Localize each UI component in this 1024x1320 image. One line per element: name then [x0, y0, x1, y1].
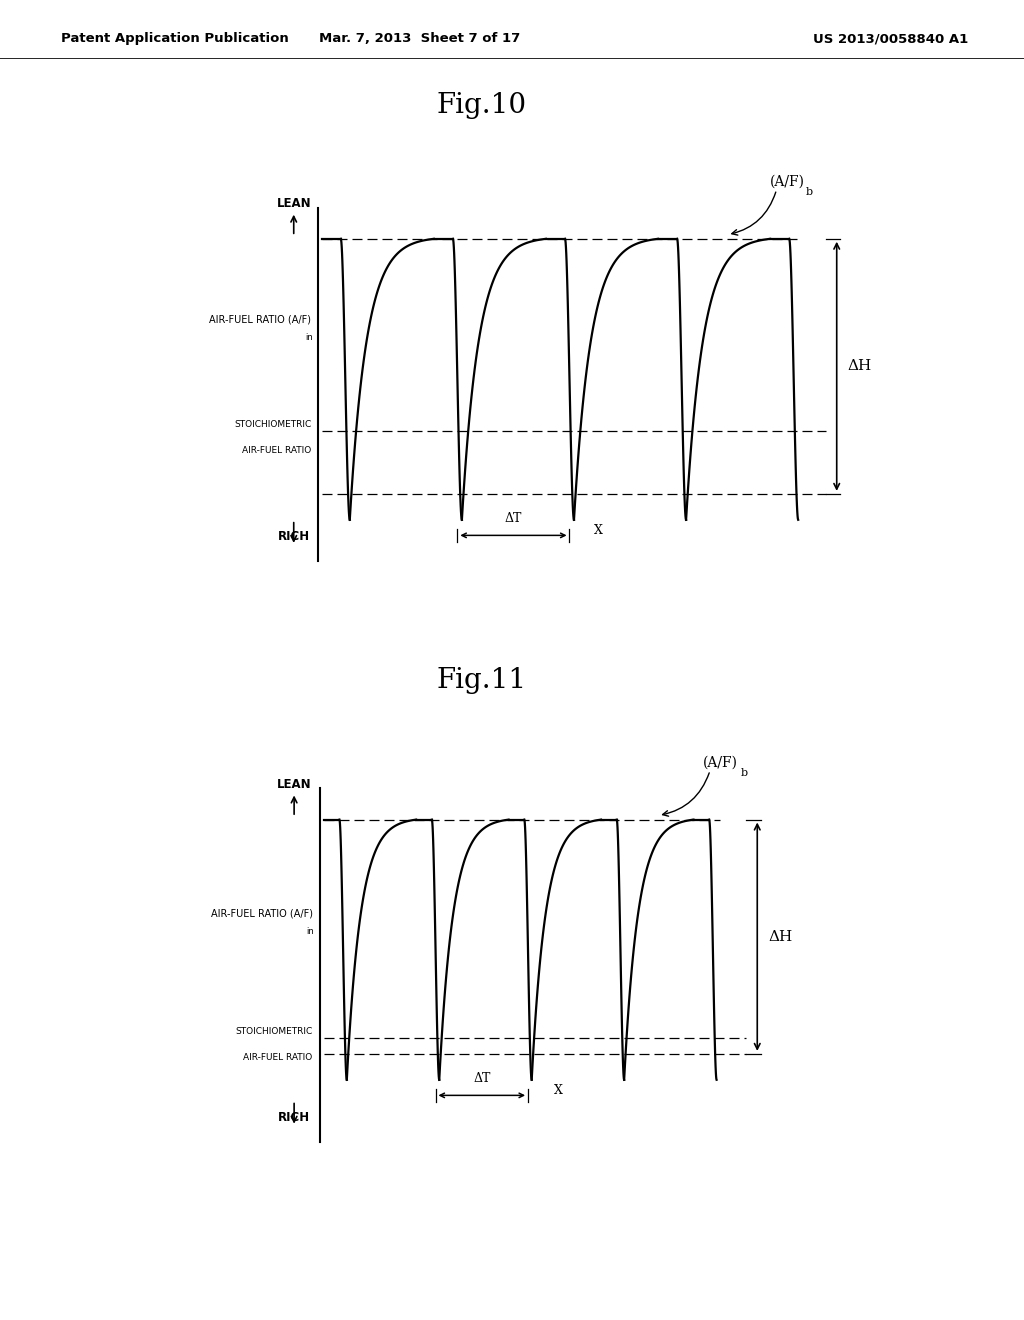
Text: LEAN: LEAN: [276, 777, 311, 791]
Text: ΔT: ΔT: [505, 512, 522, 525]
Text: b: b: [741, 768, 749, 777]
Text: STOICHIOMETRIC: STOICHIOMETRIC: [236, 1027, 312, 1035]
Text: b: b: [806, 187, 813, 197]
Text: Mar. 7, 2013  Sheet 7 of 17: Mar. 7, 2013 Sheet 7 of 17: [319, 32, 520, 45]
Text: ΔH: ΔH: [847, 359, 871, 374]
Text: LEAN: LEAN: [276, 197, 311, 210]
Text: X: X: [594, 524, 603, 537]
Text: AIR-FUEL RATIO (A/F): AIR-FUEL RATIO (A/F): [209, 314, 311, 325]
Text: X: X: [554, 1084, 563, 1097]
Text: ΔH: ΔH: [768, 929, 793, 944]
Text: AIR-FUEL RATIO (A/F): AIR-FUEL RATIO (A/F): [211, 908, 312, 919]
Text: US 2013/0058840 A1: US 2013/0058840 A1: [813, 32, 969, 45]
Text: RICH: RICH: [278, 531, 310, 543]
Text: STOICHIOMETRIC: STOICHIOMETRIC: [234, 420, 311, 429]
Text: (A/F): (A/F): [770, 174, 805, 189]
Text: AIR-FUEL RATIO: AIR-FUEL RATIO: [242, 446, 311, 454]
Text: ΔT: ΔT: [473, 1072, 490, 1085]
Text: Fig.10: Fig.10: [436, 92, 526, 119]
Text: in: in: [306, 927, 314, 936]
Text: AIR-FUEL RATIO: AIR-FUEL RATIO: [244, 1052, 312, 1061]
Text: Fig.11: Fig.11: [436, 667, 526, 693]
Text: RICH: RICH: [279, 1111, 310, 1123]
Text: in: in: [305, 333, 312, 342]
Text: Patent Application Publication: Patent Application Publication: [61, 32, 289, 45]
Text: (A/F): (A/F): [702, 755, 737, 770]
